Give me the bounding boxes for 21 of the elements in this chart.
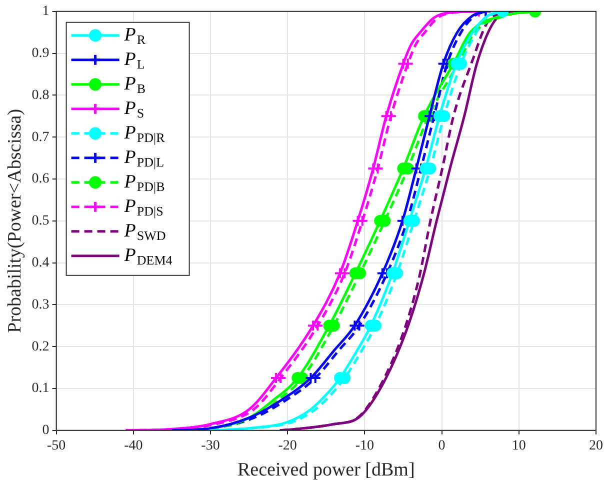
y-tick-label: 0.8 — [32, 88, 50, 103]
y-tick-label: 0 — [42, 423, 50, 438]
x-tick-label: 0 — [438, 438, 446, 454]
y-tick-label: 0.4 — [32, 255, 50, 270]
x-tick-label: -50 — [46, 438, 66, 454]
x-axis-title: Received power [dBm] — [238, 460, 415, 481]
x-tick-label: 20 — [589, 438, 603, 454]
y-axis-title: Probability(Power<Abscissa) — [4, 108, 26, 333]
y-tick-label: 0.5 — [32, 214, 50, 229]
y-tick-label: 1 — [42, 4, 50, 20]
y-tick-label: 0.2 — [32, 339, 50, 354]
x-tick-label: -30 — [201, 438, 220, 454]
y-tick-label: 0.3 — [32, 297, 50, 312]
y-tick-label: 0.7 — [32, 130, 50, 145]
x-tick-label: 10 — [512, 438, 526, 454]
x-tick-label: -20 — [278, 438, 297, 454]
y-tick-label: 0.6 — [32, 172, 50, 187]
y-tick-label: 0.1 — [32, 381, 50, 396]
y-tick-label: 0.9 — [32, 46, 50, 61]
x-tick-label: -10 — [355, 438, 374, 454]
x-tick-label: -40 — [124, 438, 143, 454]
